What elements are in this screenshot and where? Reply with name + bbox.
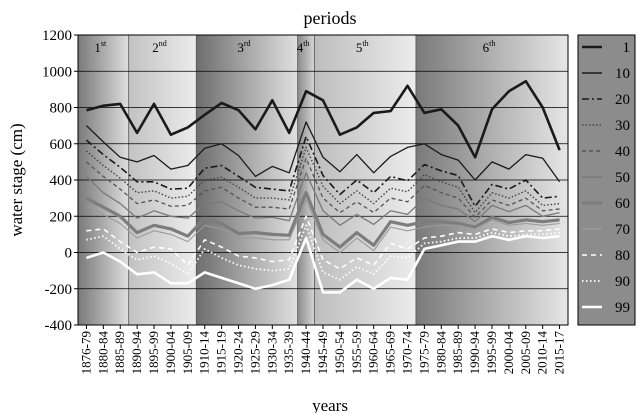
x-axis-label: years [312,396,348,413]
x-tick-label: 1905-09 [180,331,195,374]
legend-label-40: 40 [615,144,630,160]
y-axis: -400 -200 0 200 400 600 800 1000 1200 [42,28,78,334]
x-tick-label: 1880-84 [95,331,110,375]
x-tick-label: 1876-79 [78,331,93,374]
y-tick-label: 1000 [42,64,72,80]
legend-label-1: 1 [623,40,631,56]
x-tick-label: 1925-29 [247,331,262,374]
series-line-70 [86,199,560,254]
legend-label-80: 80 [615,248,630,264]
legend-label-70: 70 [615,222,630,238]
x-tick-label: 1950-54 [332,331,347,375]
series-lines [85,79,561,294]
chart-title: periods [304,8,357,28]
series-line-1 [86,79,561,159]
y-tick-label: 800 [50,101,73,117]
legend: 1 10 20 30 40 50 60 70 80 90 99 [577,34,636,326]
x-tick-label: 1935-39 [281,331,296,374]
y-tick-label: -400 [45,318,73,334]
x-tick-label: 2005-09 [518,331,533,374]
series-line-99 [86,234,560,294]
legend-box [577,34,636,326]
x-tick-label: 1960-64 [366,331,381,375]
x-tick-label: 1940-44 [298,331,313,375]
series-line-20 [85,135,560,208]
y-axis-label: water stage (cm) [7,123,26,236]
y-tick-label: 0 [65,246,73,262]
y-tick-label: 600 [50,137,73,153]
series-line-60 [85,191,560,249]
x-tick-label: 1910-14 [197,331,212,375]
y-tick-label: 400 [50,173,73,189]
legend-label-10: 10 [615,66,630,82]
x-tick-label: 1980-84 [433,331,448,375]
x-axis: 1876-79 1880-84 1885-89 1890-94 1895-99 1900-… [78,325,567,375]
x-tick-label: 1915-19 [214,331,229,374]
x-tick-label: 2015-17 [552,331,567,375]
legend-label-90: 90 [615,274,630,290]
x-tick-label: 1885-89 [112,331,127,374]
x-tick-label: 1900-04 [163,331,178,375]
series-line-30 [85,146,560,214]
legend-label-50: 50 [615,170,630,186]
series-line-90 [86,224,560,281]
legend-label-99: 99 [615,300,630,316]
x-tick-label: 1970-74 [399,331,414,375]
x-tick-label: 1895-99 [146,331,161,374]
x-tick-label: 1890-94 [129,331,144,375]
legend-label-30: 30 [615,118,630,134]
x-tick-label: 1985-89 [450,331,465,374]
x-tick-label: 1945-49 [315,331,330,374]
x-tick-label: 1930-34 [264,331,279,375]
x-tick-label: 1955-59 [349,331,364,374]
series-line-10 [85,121,561,183]
x-tick-label: 1965-69 [383,331,398,374]
y-tick-label: 1200 [42,28,72,44]
x-tick-label: 1920-24 [231,331,246,375]
y-tick-label: 200 [50,209,73,225]
x-tick-label: 1990-94 [467,331,482,375]
x-tick-label: 1995-99 [484,331,499,374]
series-line-50 [85,172,560,226]
legend-label-20: 20 [615,92,630,108]
x-tick-label: 2010-14 [535,331,550,375]
x-tick-label: 1975-79 [416,331,431,374]
legend-label-60: 60 [615,196,630,212]
y-tick-label: -200 [45,282,73,298]
x-tick-label: 2000-04 [501,331,516,375]
